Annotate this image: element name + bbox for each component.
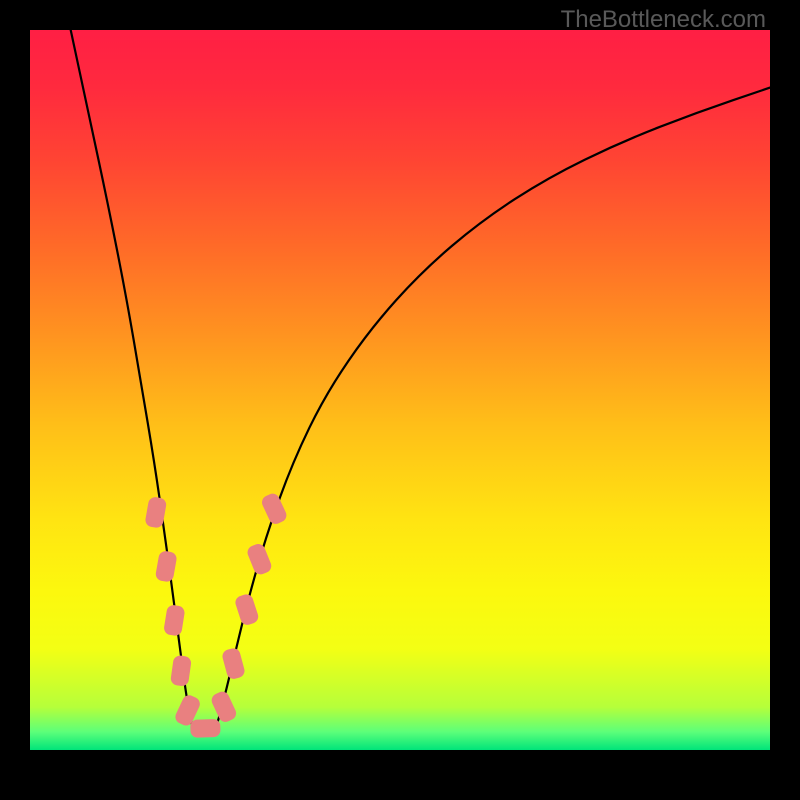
figure-root: TheBottleneck.com <box>0 0 800 800</box>
curve-marker <box>163 604 185 636</box>
curve-layer <box>30 30 770 750</box>
curve-marker <box>155 550 178 583</box>
curve-marker <box>234 593 260 627</box>
curve-marker <box>209 689 238 724</box>
plot-area <box>30 30 770 750</box>
curve-marker <box>245 542 273 577</box>
curve-marker <box>170 655 192 687</box>
curve-marker <box>190 719 221 738</box>
curve-marker <box>221 647 246 681</box>
marker-group <box>144 491 288 738</box>
curve-marker <box>260 491 289 526</box>
